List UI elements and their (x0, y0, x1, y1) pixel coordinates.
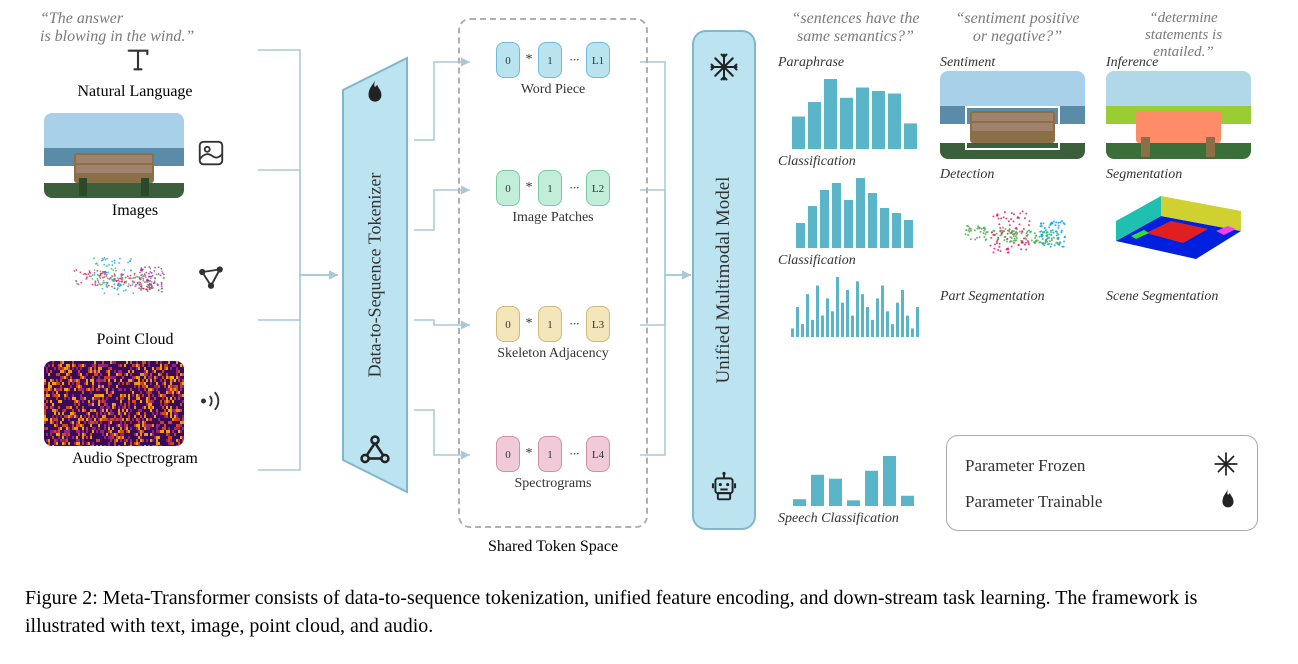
task-partseg-label: Part Segmentation (940, 289, 1095, 305)
image-label: Images (30, 202, 240, 220)
detection-thumb (940, 71, 1085, 159)
token-row-2: 0*1···L3 Skeleton Adjacency (472, 306, 634, 362)
task-detection-label: Detection (940, 167, 1095, 183)
token: L1 (586, 42, 610, 78)
task-img-classification-label: Classification (778, 154, 933, 170)
task-quote-3: “determine statements is entailed.” (1106, 10, 1261, 52)
token: ··· (564, 42, 584, 78)
fire-icon (1217, 487, 1239, 518)
input-modalities: “The answer is blowing in the wind.” Nat… (30, 10, 240, 480)
token-row-label: Word Piece (472, 82, 634, 98)
shared-token-space-label: Shared Token Space (458, 538, 648, 556)
token: * (522, 42, 536, 78)
token-row-3: 0*1···L4 Spectrograms (472, 436, 634, 492)
input-pointcloud: Point Cloud (30, 232, 240, 349)
graph-icon (358, 433, 392, 472)
pc-classification-chart (786, 269, 926, 339)
task-speech-label2: Speech Classification (778, 511, 933, 527)
token: ··· (564, 436, 584, 472)
text-quote: “The answer is blowing in the wind.” (30, 10, 240, 46)
task-sentiment-label: Sentiment (940, 55, 1095, 71)
token-row-0: 0*1···L1 Word Piece (472, 42, 634, 98)
token: 1 (538, 306, 562, 342)
architecture-diagram: “The answer is blowing in the wind.” Nat… (0, 0, 1298, 570)
snowflake-icon (709, 52, 739, 87)
segmentation-thumb (1106, 71, 1251, 159)
token: * (522, 170, 536, 206)
token: 0 (496, 42, 520, 78)
paraphrase-chart (786, 71, 926, 151)
scene-seg-thumb (1106, 183, 1251, 281)
input-audio: Audio Spectrogram (30, 361, 240, 468)
fire-icon (362, 78, 388, 113)
token-row-1: 0*1···L2 Image Patches (472, 170, 634, 226)
input-image: Images (30, 113, 240, 220)
shared-token-space: 0*1···L1Word Piece0*1···L2Image Patches0… (458, 18, 648, 528)
task-paraphrase-label: Paraphrase (778, 55, 933, 71)
token-row-label: Spectrograms (472, 476, 634, 492)
legend-trainable: Parameter Trainable (965, 484, 1239, 520)
figure-caption: Figure 2: Meta-Transformer consists of d… (25, 584, 1273, 640)
spectrogram-image (44, 361, 184, 446)
legend-trainable-label: Parameter Trainable (965, 492, 1102, 512)
token: 1 (538, 436, 562, 472)
robot-icon (709, 471, 739, 508)
caption-prefix: Figure 2: (25, 587, 103, 609)
token: 0 (496, 306, 520, 342)
caption-text: Meta-Transformer consists of data-to-seq… (25, 587, 1197, 637)
token: 1 (538, 170, 562, 206)
task-segmentation-label: Segmentation (1106, 167, 1261, 183)
plane-pointcloud (44, 232, 184, 327)
pointcloud-label: Point Cloud (30, 331, 240, 349)
token: 1 (538, 42, 562, 78)
token: L2 (586, 170, 610, 206)
audio-label: Audio Spectrogram (30, 450, 240, 468)
legend-box: Parameter Frozen Parameter Trainable (946, 435, 1258, 531)
legend-frozen: Parameter Frozen (965, 448, 1239, 484)
token: * (522, 306, 536, 342)
task-quote-1: “sentences have the same semantics?” (778, 10, 933, 52)
tokenizer-label: Data-to-Sequence Tokenizer (365, 173, 386, 378)
token: 0 (496, 436, 520, 472)
token: ··· (564, 306, 584, 342)
text-label: Natural Language (30, 83, 240, 101)
bench-image (44, 113, 184, 198)
input-text: “The answer is blowing in the wind.” Nat… (30, 10, 240, 101)
token-row-label: Skeleton Adjacency (472, 346, 634, 362)
audio-icon (196, 386, 226, 421)
token: ··· (564, 170, 584, 206)
text-icon (124, 46, 152, 79)
part-seg-thumb (940, 183, 1085, 281)
token-row-label: Image Patches (472, 210, 634, 226)
legend-frozen-label: Parameter Frozen (965, 456, 1085, 476)
img-classification-chart (786, 170, 926, 250)
token: L4 (586, 436, 610, 472)
unified-model-block: Unified Multimodal Model (692, 30, 756, 530)
speech-chart-svg (786, 448, 926, 508)
task-pc-classification-label: Classification (778, 253, 933, 269)
token: * (522, 436, 536, 472)
pointcloud-icon (196, 262, 226, 297)
task-quote-2: “sentiment positive or negative?” (940, 10, 1095, 52)
task-sceneseg-label: Scene Segmentation (1106, 289, 1261, 305)
token: L3 (586, 306, 610, 342)
image-icon (196, 138, 226, 173)
snowflake-icon (1213, 451, 1239, 482)
token: 0 (496, 170, 520, 206)
unified-model-label: Unified Multimodal Model (713, 177, 735, 384)
tokenizer-block: Data-to-Sequence Tokenizer (335, 50, 415, 500)
